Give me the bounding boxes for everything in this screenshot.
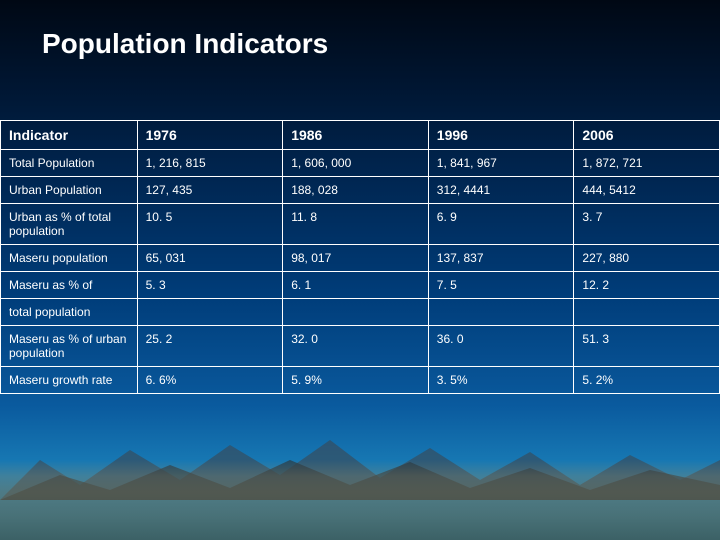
- cell: 51. 3: [574, 326, 720, 367]
- cell: 1, 606, 000: [283, 150, 429, 177]
- table-row: Urban Population 127, 435 188, 028 312, …: [1, 177, 720, 204]
- slide: Population Indicators Indicator 1976 198…: [0, 0, 720, 540]
- cell: 1, 872, 721: [574, 150, 720, 177]
- cell: [137, 299, 283, 326]
- table-row: Maseru as % of 5. 3 6. 1 7. 5 12. 2: [1, 272, 720, 299]
- cell: 25. 2: [137, 326, 283, 367]
- ground-decoration: [0, 460, 720, 540]
- table-container: Indicator 1976 1986 1996 2006 Total Popu…: [0, 120, 720, 394]
- cell: 32. 0: [283, 326, 429, 367]
- col-1986: 1986: [283, 121, 429, 150]
- cell: 7. 5: [428, 272, 574, 299]
- cell: [283, 299, 429, 326]
- cell: 5. 2%: [574, 367, 720, 394]
- cell-indicator: Maseru as % of: [1, 272, 138, 299]
- cell: 65, 031: [137, 245, 283, 272]
- cell-indicator: Maseru population: [1, 245, 138, 272]
- cell-indicator: total population: [1, 299, 138, 326]
- cell: 6. 9: [428, 204, 574, 245]
- table-row: total population: [1, 299, 720, 326]
- cell: 98, 017: [283, 245, 429, 272]
- cell: 6. 6%: [137, 367, 283, 394]
- cell: 36. 0: [428, 326, 574, 367]
- col-indicator: Indicator: [1, 121, 138, 150]
- col-2006: 2006: [574, 121, 720, 150]
- cell: 188, 028: [283, 177, 429, 204]
- cell-indicator: Maseru as % of urban population: [1, 326, 138, 367]
- cell: 3. 5%: [428, 367, 574, 394]
- cell-indicator: Maseru growth rate: [1, 367, 138, 394]
- table-row: Maseru population 65, 031 98, 017 137, 8…: [1, 245, 720, 272]
- table-row: Maseru as % of urban population 25. 2 32…: [1, 326, 720, 367]
- cell: 1, 216, 815: [137, 150, 283, 177]
- cell: 312, 4441: [428, 177, 574, 204]
- cell-indicator: Urban as % of total population: [1, 204, 138, 245]
- cell-indicator: Urban Population: [1, 177, 138, 204]
- cell: 11. 8: [283, 204, 429, 245]
- population-table: Indicator 1976 1986 1996 2006 Total Popu…: [0, 120, 720, 394]
- cell: 5. 9%: [283, 367, 429, 394]
- table-row: Total Population 1, 216, 815 1, 606, 000…: [1, 150, 720, 177]
- cell: [428, 299, 574, 326]
- cell: 12. 2: [574, 272, 720, 299]
- cell: 6. 1: [283, 272, 429, 299]
- table-row: Urban as % of total population 10. 5 11.…: [1, 204, 720, 245]
- cell: 137, 837: [428, 245, 574, 272]
- cell: 1, 841, 967: [428, 150, 574, 177]
- cell: 127, 435: [137, 177, 283, 204]
- cell: 444, 5412: [574, 177, 720, 204]
- table-header-row: Indicator 1976 1986 1996 2006: [1, 121, 720, 150]
- cell: 10. 5: [137, 204, 283, 245]
- col-1996: 1996: [428, 121, 574, 150]
- cell: 227, 880: [574, 245, 720, 272]
- cell-indicator: Total Population: [1, 150, 138, 177]
- cell: [574, 299, 720, 326]
- cell: 3. 7: [574, 204, 720, 245]
- cell: 5. 3: [137, 272, 283, 299]
- slide-title: Population Indicators: [42, 28, 328, 60]
- table-row: Maseru growth rate 6. 6% 5. 9% 3. 5% 5. …: [1, 367, 720, 394]
- col-1976: 1976: [137, 121, 283, 150]
